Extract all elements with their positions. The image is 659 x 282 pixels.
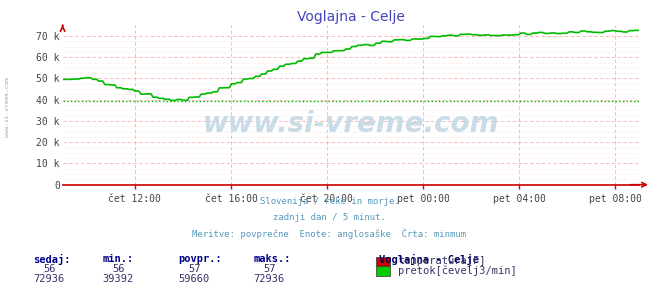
Text: 56: 56 xyxy=(112,264,125,274)
Text: povpr.:: povpr.: xyxy=(178,254,221,264)
Text: sedaj:: sedaj: xyxy=(33,254,71,265)
Text: www.si-vreme.com: www.si-vreme.com xyxy=(5,77,11,137)
Text: www.si-vreme.com: www.si-vreme.com xyxy=(203,110,499,138)
Text: 57: 57 xyxy=(188,264,200,274)
Text: temperatura[F]: temperatura[F] xyxy=(398,256,486,266)
Text: zadnji dan / 5 minut.: zadnji dan / 5 minut. xyxy=(273,213,386,222)
Text: Voglajna - Celje: Voglajna - Celje xyxy=(379,254,479,265)
Text: 57: 57 xyxy=(264,264,276,274)
Text: Slovenija / reke in morje.: Slovenija / reke in morje. xyxy=(260,197,399,206)
Title: Voglajna - Celje: Voglajna - Celje xyxy=(297,10,405,24)
Text: 59660: 59660 xyxy=(178,274,209,282)
Text: 39392: 39392 xyxy=(102,274,133,282)
Text: Meritve: povprečne  Enote: anglosaške  Črta: minmum: Meritve: povprečne Enote: anglosaške Črt… xyxy=(192,228,467,239)
Text: 56: 56 xyxy=(43,264,55,274)
Text: 72936: 72936 xyxy=(33,274,64,282)
Text: pretok[čevelj3/min]: pretok[čevelj3/min] xyxy=(398,265,517,276)
Text: maks.:: maks.: xyxy=(254,254,291,264)
Text: 72936: 72936 xyxy=(254,274,285,282)
Text: min.:: min.: xyxy=(102,254,133,264)
